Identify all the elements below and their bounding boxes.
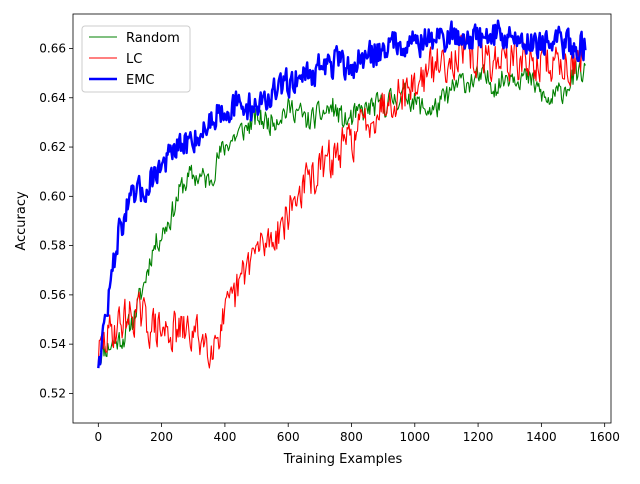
y-tick-label: 0.58 (39, 239, 66, 253)
y-axis-ticks: 0.52 0.54 0.56 0.58 0.60 0.62 0.64 0.66 (39, 41, 73, 400)
x-tick-label: 1000 (400, 430, 431, 444)
legend-label-random: Random (126, 31, 180, 46)
series-layer (97, 19, 587, 369)
series-line-lc (97, 33, 586, 369)
legend: Random LC EMC (81, 25, 191, 93)
y-axis-label: Accuracy (14, 191, 29, 251)
y-tick-label: 0.56 (39, 288, 66, 302)
legend-box (81, 25, 191, 93)
x-tick-label: 800 (340, 430, 363, 444)
x-axis-ticks: 0 200 400 600 800 1000 1200 1400 1600 (94, 423, 620, 444)
x-axis-label: Training Examples (283, 452, 403, 467)
y-tick-label: 0.60 (39, 189, 66, 203)
x-tick-label: 1200 (463, 430, 494, 444)
y-tick-label: 0.52 (39, 386, 66, 400)
legend-label-emc: EMC (126, 73, 155, 88)
x-tick-label: 600 (277, 430, 300, 444)
x-tick-label: 1600 (589, 430, 620, 444)
series-line-random (98, 60, 586, 364)
plot-frame (72, 13, 612, 424)
legend-label-lc: LC (126, 52, 142, 67)
y-tick-label: 0.54 (39, 337, 66, 351)
y-tick-label: 0.62 (39, 140, 66, 154)
y-tick-label: 0.64 (39, 91, 66, 105)
x-tick-label: 200 (150, 430, 173, 444)
x-tick-label: 400 (213, 430, 236, 444)
series-line-emc (97, 19, 587, 369)
x-tick-label: 0 (94, 430, 102, 444)
y-tick-label: 0.66 (39, 41, 66, 55)
x-tick-label: 1400 (526, 430, 557, 444)
